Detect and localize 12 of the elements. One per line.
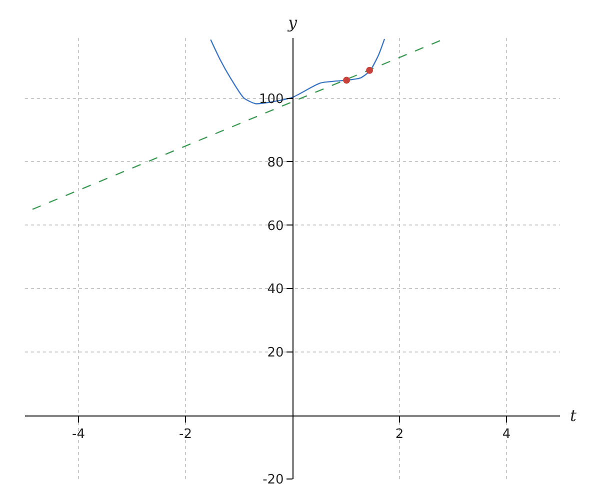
y-tick-label: 60 — [267, 218, 284, 234]
y-tick-label: -20 — [262, 472, 284, 488]
y-tick-label: 80 — [267, 155, 284, 170]
y-tick-label: 20 — [267, 346, 284, 361]
line-series — [210, 38, 386, 104]
x-axis-title: t — [570, 406, 577, 425]
y-tick-label: 40 — [267, 282, 284, 298]
y-axis-title: y — [287, 13, 298, 32]
x-tick-label: -4 — [72, 427, 85, 442]
x-tick-label: 4 — [502, 427, 511, 442]
x-tick-label: -2 — [179, 427, 192, 442]
x-tick-label: 2 — [395, 427, 404, 442]
